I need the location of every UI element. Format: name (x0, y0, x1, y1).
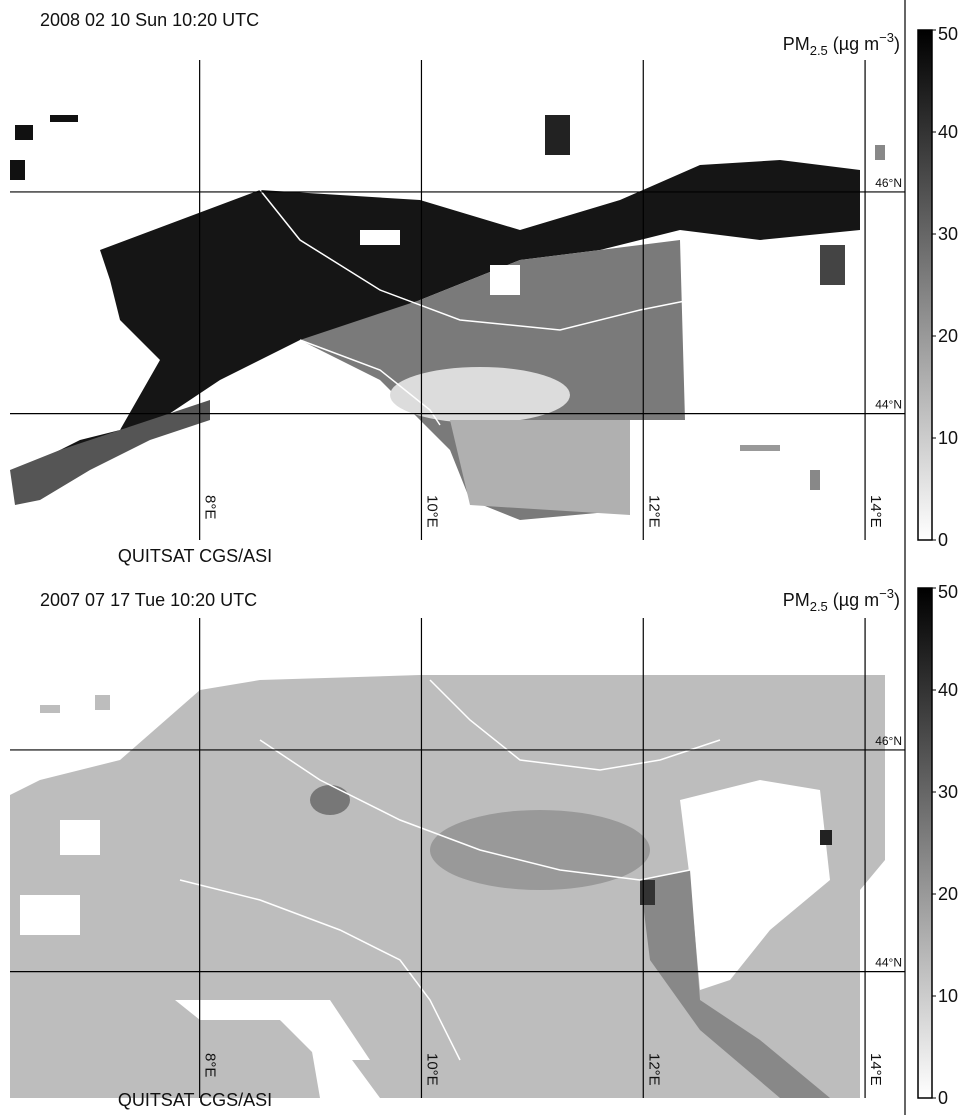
credit: QUITSAT CGS/ASI (118, 1090, 272, 1110)
colorbar-label: 40 (938, 122, 958, 142)
colorbar-label: 50 (938, 24, 958, 44)
colorbar-label: 50 (938, 582, 958, 602)
unit-part: (µg m (828, 34, 879, 54)
lat-label: 44°N (875, 956, 902, 970)
lat-label: 46°N (875, 734, 902, 748)
colorbar-label: 0 (938, 530, 948, 550)
colorbar-label: 30 (938, 224, 958, 244)
unit-part: (µg m (828, 590, 879, 610)
colorbar (918, 588, 932, 1098)
unit-part: 2.5 (810, 43, 828, 58)
unit-part: PM (783, 590, 810, 610)
colorbar (918, 30, 932, 540)
unit-label: PM2.5 (µg m−3) (783, 30, 900, 58)
lon-label: 12°E (645, 1053, 662, 1086)
lat-label: 44°N (875, 398, 902, 412)
unit-label: PM2.5 (µg m−3) (783, 586, 900, 614)
unit-part: ) (894, 590, 900, 610)
unit-part: ) (894, 34, 900, 54)
unit-part: PM (783, 34, 810, 54)
unit-part: −3 (879, 586, 894, 601)
lon-label: 8°E (202, 1053, 219, 1077)
colorbar-label: 10 (938, 986, 958, 1006)
colorbar-label: 20 (938, 326, 958, 346)
map-imagery (10, 115, 885, 520)
lon-label: 10°E (423, 495, 440, 528)
lon-label: 14°E (867, 1053, 884, 1086)
lat-label: 46°N (875, 176, 902, 190)
colorbar-label: 30 (938, 782, 958, 802)
lon-label: 12°E (645, 495, 662, 528)
unit-part: 2.5 (810, 599, 828, 614)
timestamp: 2007 07 17 Tue 10:20 UTC (40, 590, 257, 610)
figure: 2008 02 10 Sun 10:20 UTCPM2.5 (µg m−3)QU… (0, 0, 970, 1115)
map-imagery (10, 675, 885, 1098)
unit-part: −3 (879, 30, 894, 45)
lon-label: 8°E (202, 495, 219, 519)
lon-label: 10°E (423, 1053, 440, 1086)
colorbar-label: 40 (938, 680, 958, 700)
credit: QUITSAT CGS/ASI (118, 546, 272, 566)
colorbar-label: 20 (938, 884, 958, 904)
timestamp: 2008 02 10 Sun 10:20 UTC (40, 10, 259, 30)
colorbar-label: 10 (938, 428, 958, 448)
colorbar-label: 0 (938, 1088, 948, 1108)
lon-label: 14°E (867, 495, 884, 528)
